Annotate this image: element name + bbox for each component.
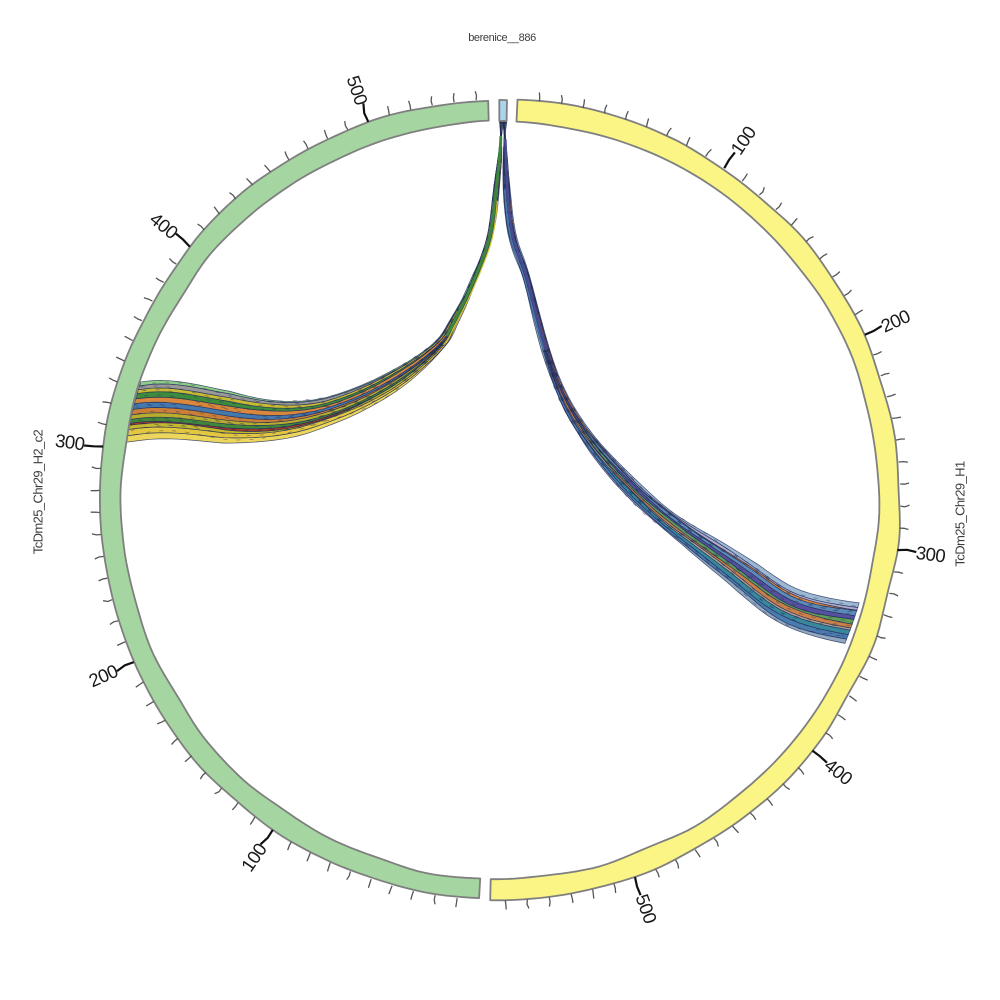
- svg-text:TcDm25_Chr29_H2_c2: TcDm25_Chr29_H2_c2: [31, 429, 46, 554]
- svg-text:300: 300: [54, 430, 86, 455]
- svg-text:300: 300: [915, 542, 947, 567]
- svg-text:TcDm25_Chr29_H1: TcDm25_Chr29_H1: [953, 461, 968, 567]
- svg-text:berenice__886: berenice__886: [468, 32, 536, 44]
